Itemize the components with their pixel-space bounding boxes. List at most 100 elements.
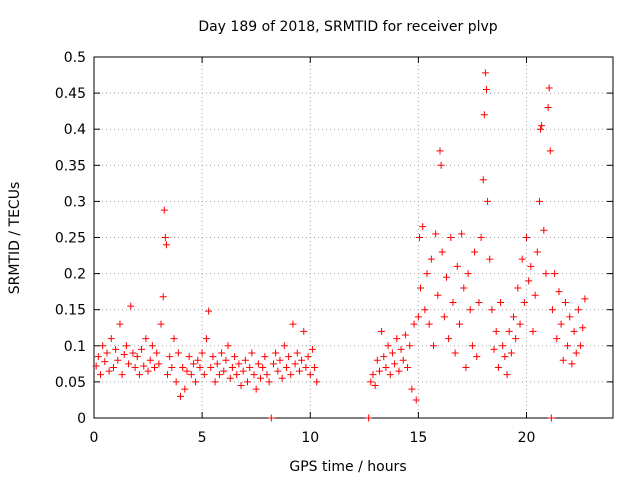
- data-point: [172, 378, 180, 386]
- data-point: [304, 353, 312, 361]
- data-point: [579, 324, 587, 332]
- data-point: [99, 342, 107, 350]
- data-point: [202, 335, 210, 343]
- data-point: [434, 291, 442, 299]
- data-point: [181, 385, 189, 393]
- data-point: [412, 396, 420, 404]
- x-axis-label: GPS time / hours: [289, 459, 406, 475]
- data-point: [142, 335, 150, 343]
- data-point: [555, 288, 563, 296]
- data-point: [537, 125, 545, 133]
- data-point: [287, 371, 295, 379]
- y-tick-label: 0.5: [64, 50, 86, 66]
- data-point: [481, 69, 489, 77]
- data-point: [365, 414, 373, 422]
- data-point: [417, 284, 425, 292]
- data-point: [551, 270, 559, 278]
- data-point: [464, 270, 472, 278]
- data-point: [529, 327, 537, 335]
- data-point: [168, 363, 176, 371]
- data-point: [135, 371, 143, 379]
- data-point: [419, 223, 427, 231]
- data-point: [479, 176, 487, 184]
- data-point: [265, 378, 273, 386]
- data-point: [129, 349, 137, 357]
- data-point: [183, 367, 191, 375]
- data-point: [373, 356, 381, 364]
- data-point: [395, 367, 403, 375]
- data-point: [561, 298, 569, 306]
- data-point: [144, 367, 152, 375]
- x-tick-label: 5: [198, 430, 207, 446]
- y-tick-label: 0: [77, 411, 86, 427]
- grid-lines: [94, 57, 613, 418]
- data-point: [531, 291, 539, 299]
- data-point: [477, 234, 485, 241]
- data-point: [174, 349, 182, 357]
- data-point: [538, 122, 546, 130]
- data-point: [548, 306, 556, 314]
- data-point: [473, 353, 481, 361]
- data-point: [213, 360, 221, 368]
- data-point: [246, 363, 254, 371]
- data-point: [220, 367, 228, 375]
- data-point: [237, 382, 245, 390]
- data-point: [272, 349, 280, 357]
- data-point: [406, 342, 414, 350]
- data-point: [278, 374, 286, 382]
- y-tick-label: 0.25: [55, 231, 86, 247]
- data-point: [542, 270, 550, 278]
- data-point: [482, 85, 490, 93]
- data-point: [451, 349, 459, 357]
- data-point: [138, 345, 146, 353]
- data-point: [263, 371, 271, 379]
- plot-frame: [93, 56, 614, 419]
- data-point: [282, 363, 290, 371]
- x-tick-label: 15: [409, 430, 427, 446]
- data-point: [269, 360, 277, 368]
- data-point: [535, 197, 543, 205]
- data-point: [196, 363, 204, 371]
- data-point: [239, 367, 247, 375]
- data-point: [378, 327, 386, 335]
- data-point: [382, 363, 390, 371]
- data-point: [170, 335, 178, 343]
- data-point: [466, 306, 474, 314]
- data-point: [235, 360, 243, 368]
- data-point: [125, 360, 133, 368]
- data-point: [250, 371, 258, 379]
- data-point: [501, 353, 509, 361]
- data-point: [414, 313, 422, 321]
- data-point: [384, 342, 392, 350]
- data-points: [92, 69, 589, 422]
- data-point: [109, 363, 117, 371]
- data-point: [421, 306, 429, 314]
- data-point: [274, 367, 282, 375]
- y-tick-label: 0.45: [55, 86, 86, 102]
- data-point: [540, 226, 548, 234]
- data-point: [94, 353, 102, 361]
- data-point: [248, 349, 256, 357]
- data-point: [140, 362, 148, 370]
- data-point: [490, 345, 498, 353]
- data-point: [226, 374, 234, 382]
- data-point: [259, 363, 267, 371]
- data-point: [492, 327, 500, 335]
- data-point: [157, 320, 165, 328]
- data-point: [544, 104, 552, 112]
- data-point: [438, 248, 446, 256]
- data-point: [118, 371, 126, 379]
- data-point: [440, 313, 448, 321]
- data-point: [92, 362, 100, 370]
- data-point: [471, 248, 479, 256]
- data-point: [261, 353, 269, 361]
- data-point: [564, 342, 572, 350]
- tick-marks: [93, 56, 613, 419]
- data-point: [276, 356, 284, 364]
- data-point: [557, 320, 565, 328]
- data-point: [153, 349, 161, 357]
- x-tick-label: 20: [518, 430, 536, 446]
- data-point: [160, 206, 168, 214]
- data-point: [566, 313, 574, 321]
- data-point: [455, 320, 463, 328]
